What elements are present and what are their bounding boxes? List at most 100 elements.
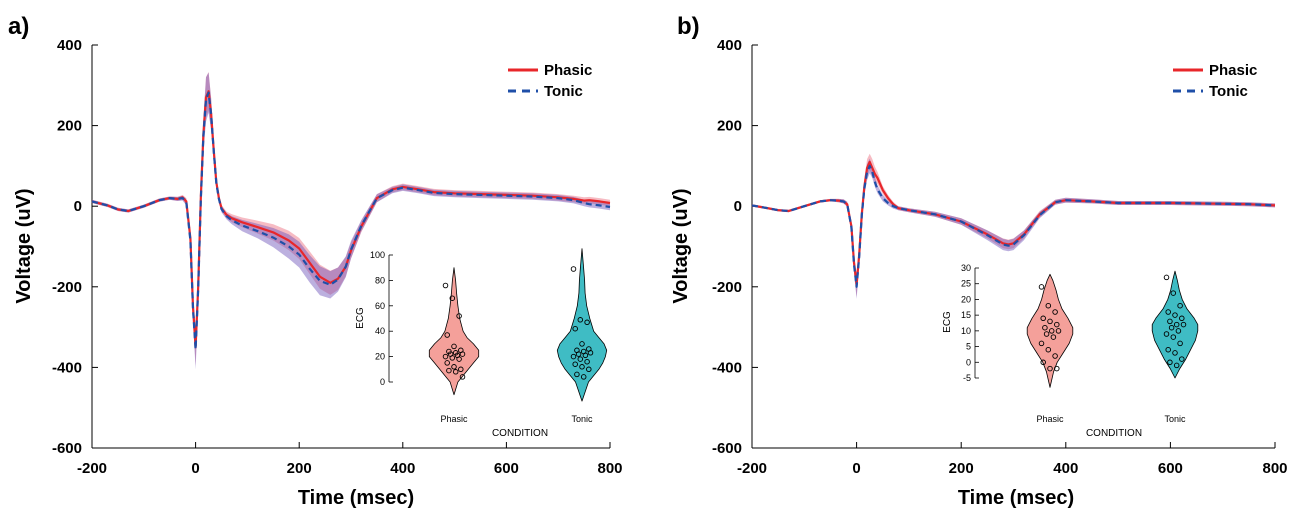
violin-data-point [1165, 309, 1171, 315]
x-tick-label: 800 [597, 460, 622, 477]
inset-y-tick-label: 0 [380, 377, 385, 387]
violin-data-point [1047, 365, 1053, 372]
panel-label: a) [8, 13, 29, 40]
x-tick-label: 400 [1053, 460, 1078, 477]
violin-data-point [1172, 312, 1178, 318]
violin-data-point [1175, 328, 1182, 334]
violin-data-point [1180, 321, 1187, 328]
violin-data-point [1048, 328, 1055, 334]
violin-data-point [442, 353, 449, 360]
inset-violin-plot: -5 0 5 10 15 20 25 30 ECG CONDITION Phasic Tonic [942, 263, 1199, 439]
y-tick-label: 200 [717, 118, 742, 135]
violin-data-point [459, 374, 466, 380]
violin-data-point [1179, 356, 1185, 362]
inset-y-tick-label: 30 [961, 263, 971, 273]
series-line-tonic [751, 164, 1276, 288]
violin-data-point [1165, 346, 1171, 353]
y-tick-label: -200 [712, 279, 742, 296]
series-band-tonic [752, 158, 1275, 299]
inset-y-tick-label: 25 [961, 279, 971, 289]
violin-data-point [570, 266, 577, 272]
violin-data-point [444, 360, 450, 366]
violin-data-point [1043, 331, 1050, 337]
inset-y-tick-label: 40 [375, 326, 385, 336]
violin-data-point [449, 355, 456, 361]
violin-data-point [1173, 362, 1180, 369]
violin-data-point [1163, 331, 1170, 337]
violin-data-point [572, 361, 578, 367]
inset-y-tick-label: 60 [375, 301, 385, 311]
y-tick-label: -400 [712, 359, 742, 376]
violin-data-point [577, 317, 584, 323]
inset-y-tick-label: 10 [961, 326, 971, 336]
violin-data-point [451, 343, 457, 350]
x-tick-label: 600 [494, 460, 519, 477]
series-band-phasic [752, 153, 1275, 297]
inset-y-tick-label: -5 [963, 373, 971, 383]
y-tick-label: 400 [717, 37, 742, 54]
violin-phasic [428, 267, 480, 396]
series-band-tonic [92, 72, 610, 370]
violin-data-point [1168, 324, 1175, 331]
inset-y-axis-title: ECG [355, 307, 366, 329]
inset-y-tick-label: 15 [961, 310, 971, 320]
violin-tonic [1151, 270, 1199, 379]
series-band-phasic [92, 72, 610, 366]
inset-y-tick-label: 20 [961, 294, 971, 304]
violin-data-point [444, 332, 450, 338]
y-tick-label: -600 [52, 440, 82, 457]
y-tick-label: -200 [52, 279, 82, 296]
x-tick-label: 200 [949, 460, 974, 477]
violin-data-point [1040, 359, 1046, 366]
inset-y-tick-label: 80 [375, 275, 385, 285]
violin-data-point [1047, 318, 1053, 325]
violin-data-point [575, 351, 582, 357]
violin-data-point [456, 313, 462, 319]
violin-data-point [577, 356, 584, 362]
violin-data-point [1050, 334, 1057, 340]
y-axis-title: Voltage (uV) [670, 188, 692, 303]
violin-data-point [1170, 290, 1177, 296]
violin-data-point [579, 341, 585, 347]
violin-data-point [456, 356, 462, 362]
violin-data-point [1170, 334, 1177, 340]
legend-label-tonic: Tonic [1209, 83, 1248, 100]
inset-category-label: Tonic [571, 414, 593, 424]
violin-data-point [584, 358, 590, 365]
violin-data-point [1177, 340, 1183, 347]
y-tick-label: -400 [52, 359, 82, 376]
violin-data-point [1038, 284, 1045, 290]
y-tick-label: -600 [712, 440, 742, 457]
y-tick-label: 0 [74, 198, 82, 215]
violin-data-point [458, 366, 464, 373]
x-tick-label: -200 [77, 460, 107, 477]
x-axis-title: Time (msec) [958, 487, 1074, 509]
violin-data-point [1172, 350, 1178, 356]
violin-data-point [1052, 353, 1058, 359]
violin-phasic [1026, 273, 1074, 388]
series-line-phasic [91, 90, 611, 349]
violin-data-point [1179, 315, 1185, 322]
violin-data-point [574, 371, 580, 378]
violin-data-point [449, 295, 456, 301]
violin-data-point [459, 351, 466, 357]
violin-data-point [1052, 309, 1058, 315]
violin-data-point [587, 350, 594, 356]
violin-data-point [582, 352, 589, 359]
violin-data-point [579, 364, 585, 370]
violin-data-point [586, 366, 592, 373]
legend-label-tonic: Tonic [544, 83, 583, 100]
violin-data-point [1167, 359, 1173, 366]
series-line-tonic [91, 91, 611, 351]
x-tick-label: 600 [1158, 460, 1183, 477]
violin-data-point [1167, 318, 1173, 325]
inset-violin-plot: 0 20 40 60 80 100 ECG CONDITION Phasic Tonic [355, 248, 608, 439]
inset-x-axis-title: CONDITION [1086, 428, 1142, 439]
inset-category-label: Phasic [1036, 414, 1064, 424]
violin-data-point [1040, 315, 1046, 322]
violin-data-point [1045, 346, 1052, 353]
inset-category-label: Tonic [1164, 414, 1186, 424]
violin-data-point [570, 353, 577, 360]
violin-data-point [1038, 340, 1045, 347]
x-tick-label: 800 [1262, 460, 1287, 477]
